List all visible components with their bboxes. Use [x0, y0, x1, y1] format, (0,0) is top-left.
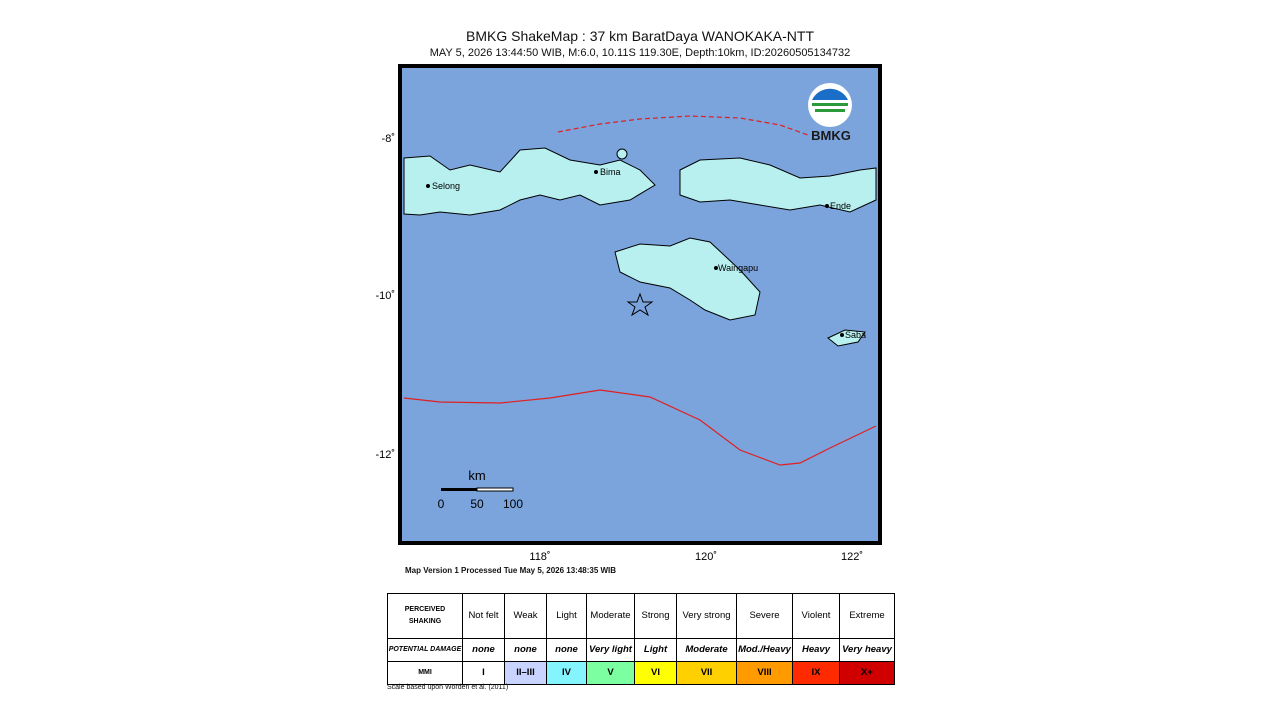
- legend-cell: Very strong: [676, 593, 737, 639]
- faults: [403, 115, 877, 466]
- legend-cell: Mod./Heavy: [736, 637, 793, 662]
- lon-label: 118˚: [529, 551, 550, 563]
- legend-cell: Very light: [586, 637, 635, 662]
- island-flores: [679, 157, 877, 213]
- towns: [426, 170, 844, 337]
- legend-cell: Very heavy: [839, 637, 895, 662]
- lat-label: -10˚: [375, 290, 395, 302]
- legend-cell: none: [546, 637, 587, 662]
- legend-row: PERCEIVED SHAKING Not felt Weak Light Modera…: [387, 593, 895, 639]
- bmkg-logo: BMKG: [808, 83, 852, 143]
- legend-cell: VII: [676, 660, 737, 686]
- legend-cell: VI: [634, 660, 677, 686]
- islands: [403, 147, 877, 347]
- legend-cell: none: [462, 637, 505, 662]
- legend-header: PERCEIVED SHAKING: [387, 593, 463, 639]
- legend-cell: Extreme: [839, 593, 895, 639]
- svg-text:km: km: [468, 468, 485, 483]
- legend-cell: IX: [792, 660, 840, 686]
- legend-cell: Strong: [634, 593, 677, 639]
- legend-row: MMI I II–III IV V VI VII VIII IX X+: [387, 660, 895, 686]
- legend-cell: Moderate: [586, 593, 635, 639]
- lat-label: -8˚: [382, 133, 395, 145]
- map-version: Map Version 1 Processed Tue May 5, 2026 …: [405, 566, 617, 575]
- legend-cell: II–III: [504, 660, 547, 686]
- legend-row: POTENTIAL DAMAGE none none none Very light Li…: [387, 637, 895, 662]
- legend-cell: I: [462, 660, 505, 686]
- legend-cell: Not felt: [462, 593, 505, 639]
- legend-cell: Light: [546, 593, 587, 639]
- lat-label: -12˚: [375, 449, 395, 461]
- legend-cell: none: [504, 637, 547, 662]
- legend-header: POTENTIAL DAMAGE: [387, 637, 463, 662]
- island-sabu: [827, 329, 866, 347]
- legend-cell: Heavy: [792, 637, 840, 662]
- legend-cell: Violent: [792, 593, 840, 639]
- mmi-legend: PERCEIVED SHAKING Not felt Weak Light Modera…: [387, 593, 895, 686]
- scale-bar: km 0 50 100: [438, 468, 524, 511]
- map-title: BMKG ShakeMap : 37 km BaratDaya WANOKAKA…: [465, 28, 815, 44]
- island-sumbawa: [403, 147, 656, 216]
- legend-cell: Light: [634, 637, 677, 662]
- place-label: Bima: [600, 167, 621, 177]
- legend-cell: Weak: [504, 593, 547, 639]
- place-label: Saba: [845, 330, 866, 340]
- legend-cell: Moderate: [676, 637, 737, 662]
- scale-note: Scale based upon Worden et al. (2011): [387, 684, 509, 691]
- place-label: Ende: [830, 201, 851, 211]
- svg-text:BMKG: BMKG: [811, 128, 851, 143]
- legend-header: MMI: [387, 660, 463, 686]
- island-sangeang: [616, 148, 628, 160]
- lon-label: 122˚: [841, 551, 863, 563]
- lon-label: 120˚: [695, 551, 717, 563]
- legend-cell: V: [586, 660, 635, 686]
- legend-cell: X+: [839, 660, 895, 686]
- svg-text:0: 0: [438, 497, 445, 511]
- svg-text:50: 50: [470, 497, 484, 511]
- place-label: Selong: [432, 181, 460, 191]
- place-label: Waingapu: [718, 263, 758, 273]
- svg-text:100: 100: [503, 497, 523, 511]
- legend-cell: VIII: [736, 660, 793, 686]
- legend-cell: IV: [546, 660, 587, 686]
- epicenter: [626, 292, 654, 317]
- island-sumba: [614, 237, 761, 321]
- legend-cell: Severe: [736, 593, 793, 639]
- map-subtitle: MAY 5, 2026 13:44:50 WIB, M:6.0, 10.11S …: [429, 47, 851, 59]
